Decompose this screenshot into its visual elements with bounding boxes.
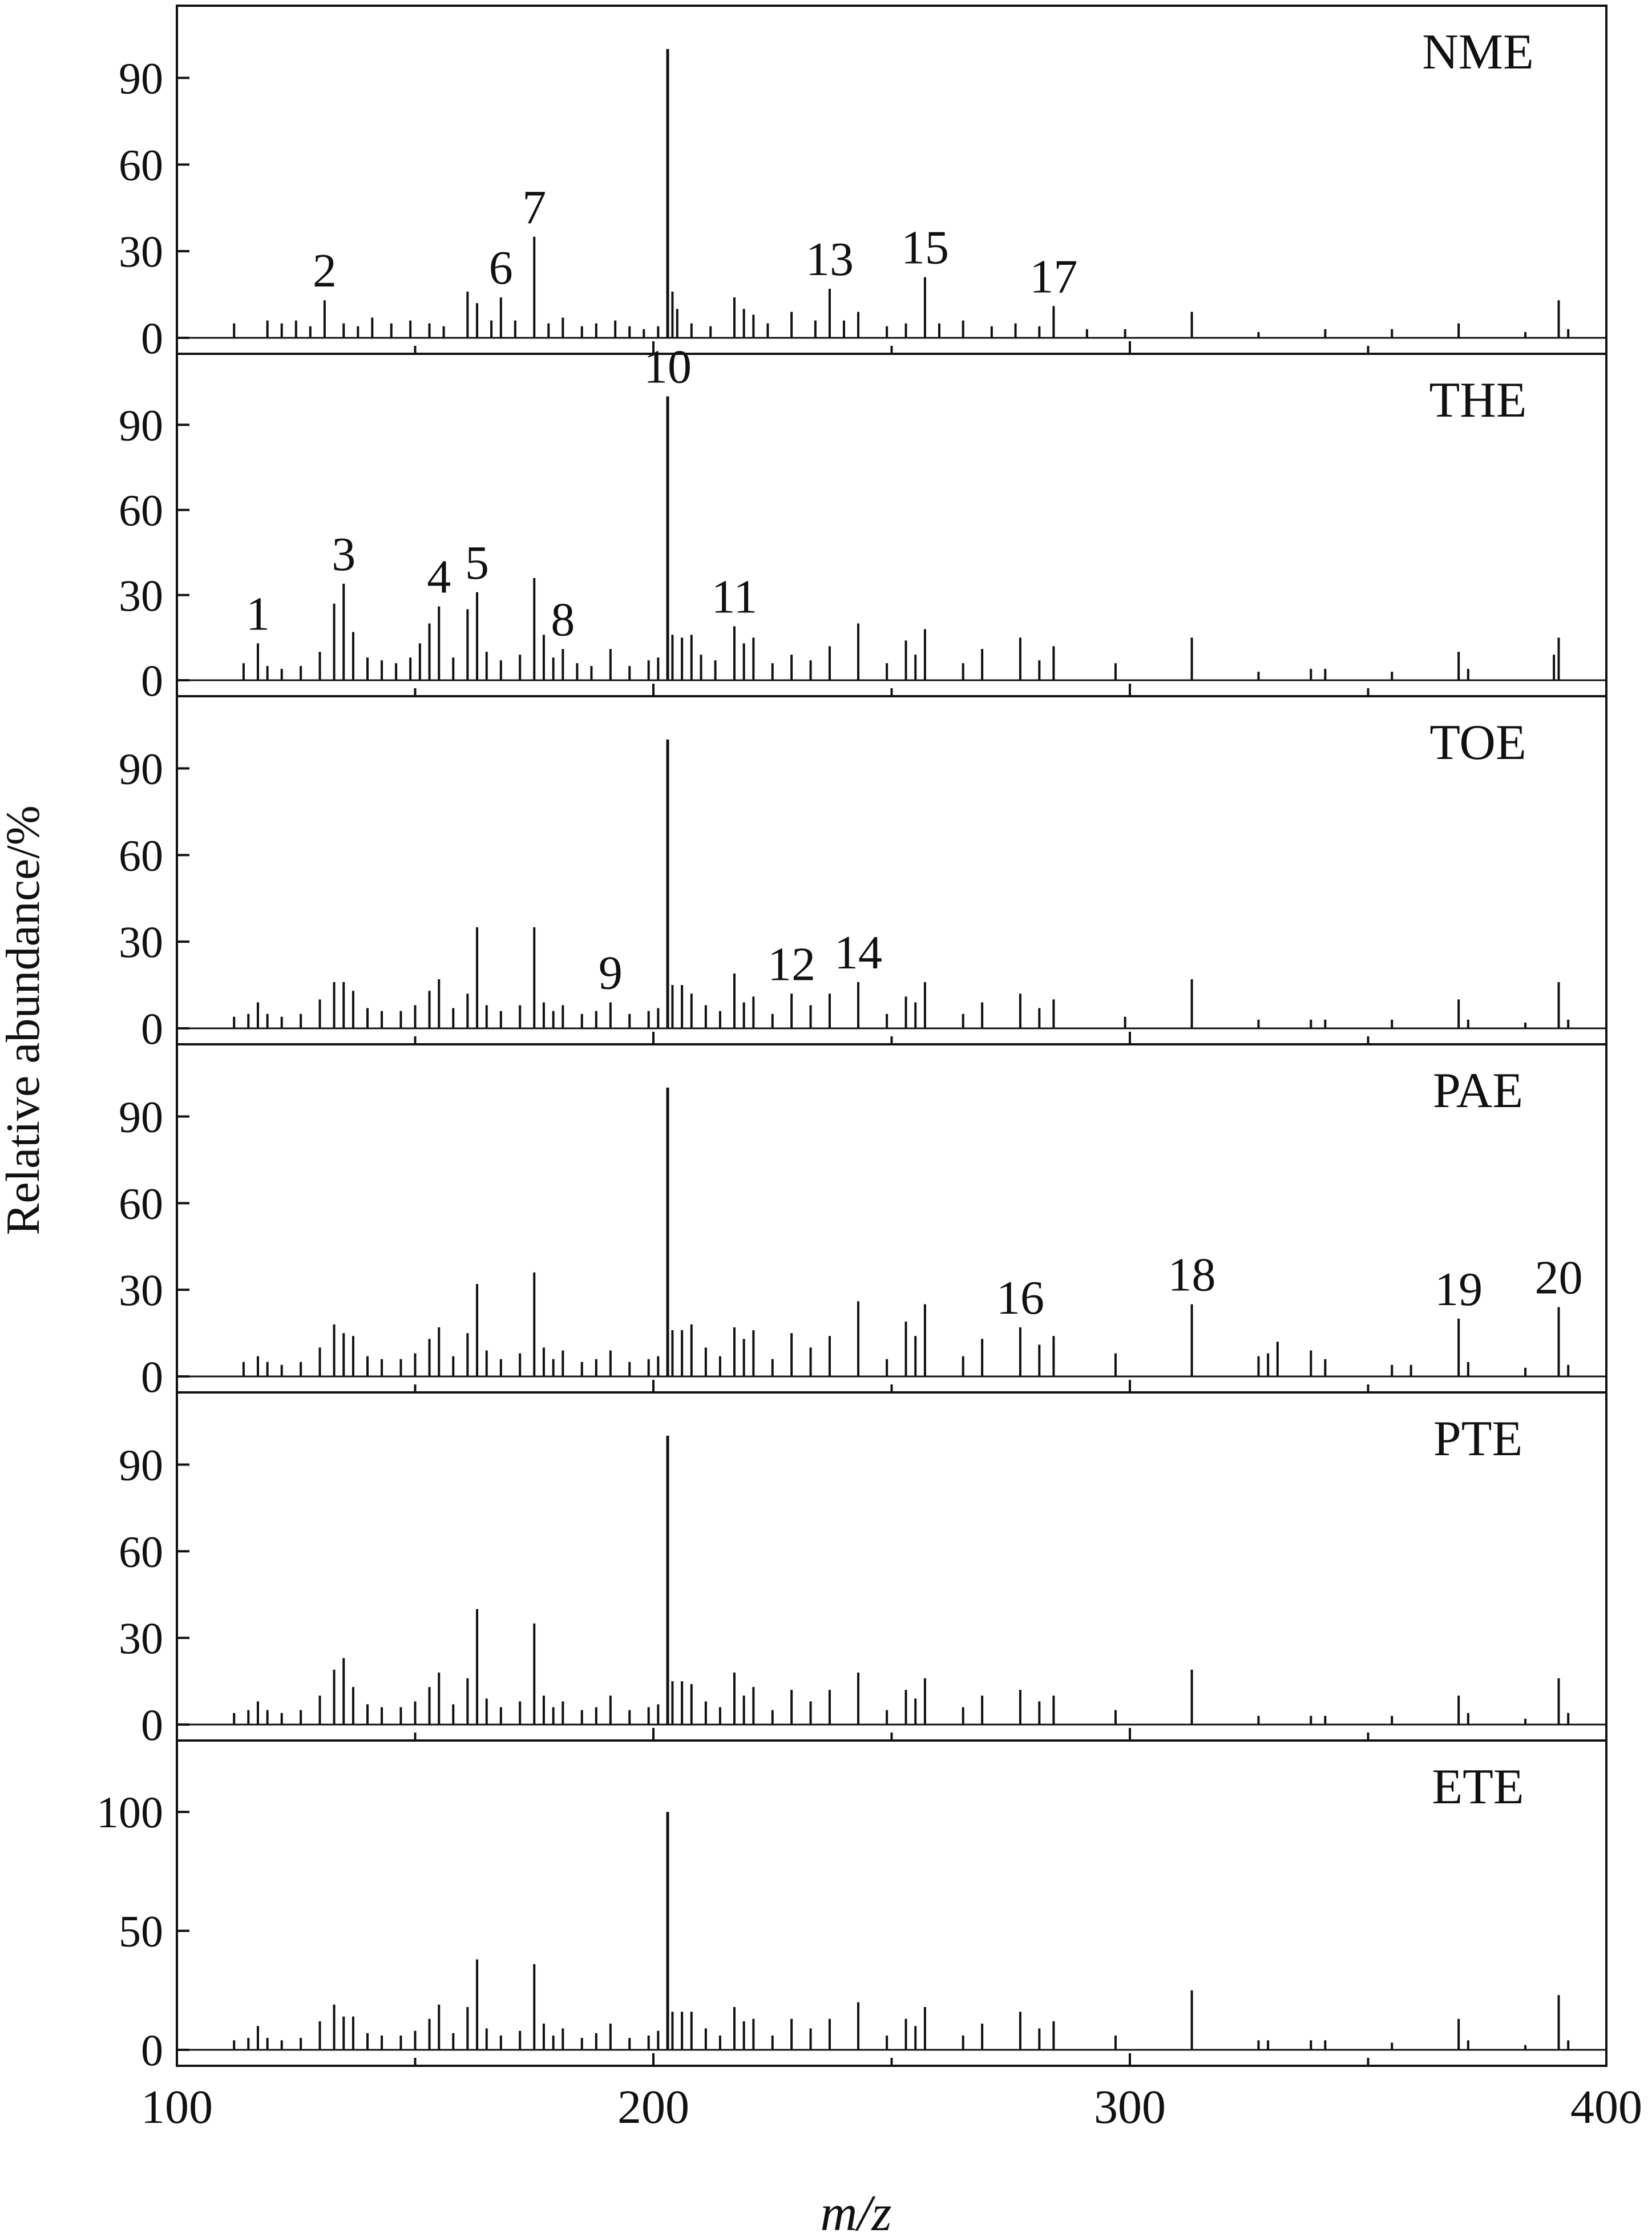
- y-tick-label: 90: [119, 1440, 163, 1490]
- panel-ete: 0 50 100 ETE: [96, 1739, 1607, 2075]
- peak-annotation: 19: [1435, 1263, 1483, 1316]
- x-tick-label: 100: [141, 2081, 213, 2134]
- panel-frame: [176, 1739, 1607, 2067]
- peak-annotation: 20: [1535, 1251, 1583, 1305]
- y-tick-label: 30: [119, 227, 163, 276]
- panel-toe: 0 30 60 90 TOE 9 12 14: [119, 695, 1607, 1053]
- y-tick-label: 0: [141, 1352, 163, 1402]
- panel-title: PAE: [1433, 1063, 1523, 1118]
- peak-annotation: 2: [313, 244, 337, 297]
- panel-frame: [176, 353, 1607, 697]
- panel-nme: 0 30 60 90 NME 2 67 13 15 17: [119, 5, 1607, 363]
- peak-annotation: 1: [246, 587, 270, 640]
- y-tick-label: 60: [119, 486, 163, 535]
- y-tick-label: 60: [119, 1178, 163, 1228]
- y-tick-label: 60: [119, 1527, 163, 1576]
- y-tick-label: 0: [141, 2025, 163, 2075]
- y-tick-label: 0: [141, 1700, 163, 1750]
- panel-title: ETE: [1432, 1759, 1524, 1815]
- y-tick-label: 30: [119, 917, 163, 967]
- panel-pte: 0 30 60 90 PTE: [119, 1391, 1607, 1750]
- peak-annotation: 17: [1029, 250, 1077, 303]
- x-axis-label: m/z: [820, 2185, 891, 2233]
- peak-annotation: 14: [834, 926, 882, 979]
- panel-frame: [176, 695, 1607, 1045]
- y-tick-label: 90: [119, 400, 163, 450]
- y-tick-label: 50: [119, 1907, 163, 1956]
- panel-title: PTE: [1433, 1411, 1522, 1467]
- y-tick-label: 100: [96, 1787, 163, 1837]
- y-tick-label: 90: [119, 744, 163, 794]
- peak-annotation: 9: [599, 946, 623, 999]
- y-tick-label: 60: [119, 140, 163, 189]
- peak-annotation: 11: [712, 570, 758, 623]
- panel-pae: 0 30 60 90 PAE 16 18 19 20: [119, 1043, 1607, 1402]
- peak-annotation: 10: [644, 341, 692, 394]
- x-axis: 100 200 300 400: [141, 2081, 1642, 2134]
- panel-title: NME: [1422, 25, 1534, 80]
- panel-frame: [176, 1391, 1607, 1742]
- peak-annotation: 16: [996, 1271, 1044, 1325]
- peak-annotation: 5: [465, 536, 489, 589]
- y-tick-label: 0: [141, 656, 163, 705]
- y-tick-label: 0: [141, 313, 163, 363]
- panel-title: THE: [1429, 373, 1526, 428]
- peak-annotation: 13: [806, 233, 854, 286]
- y-tick-label: 90: [119, 54, 163, 103]
- y-tick-label: 60: [119, 830, 163, 880]
- y-tick-label: 90: [119, 1092, 163, 1142]
- peak-annotation: 8: [551, 593, 575, 646]
- peak-annotation: 4: [427, 551, 451, 604]
- panel-the: 0 30 60 90 THE 1 3 4 5 8 10 11: [119, 341, 1607, 705]
- panel-frame: [176, 1043, 1607, 1394]
- peak-annotation: 3: [332, 528, 356, 581]
- peak-annotation: 18: [1168, 1248, 1216, 1301]
- y-tick-label: 0: [141, 1004, 163, 1053]
- y-tick-label: 30: [119, 1265, 163, 1315]
- peak-annotation: 12: [768, 938, 815, 991]
- x-tick-label: 400: [1570, 2081, 1642, 2134]
- panel-title: TOE: [1429, 715, 1526, 770]
- x-tick-label: 200: [617, 2081, 689, 2134]
- y-axis-label: Relative abundance/%: [0, 805, 50, 1235]
- y-tick-label: 30: [119, 1613, 163, 1663]
- peak-annotation: 6: [489, 241, 513, 294]
- y-tick-label: 30: [119, 571, 163, 620]
- peak-annotation: 15: [901, 221, 949, 274]
- x-tick-label: 300: [1094, 2081, 1166, 2134]
- panel-frame: [176, 5, 1607, 355]
- peak-annotation: 7: [522, 181, 546, 234]
